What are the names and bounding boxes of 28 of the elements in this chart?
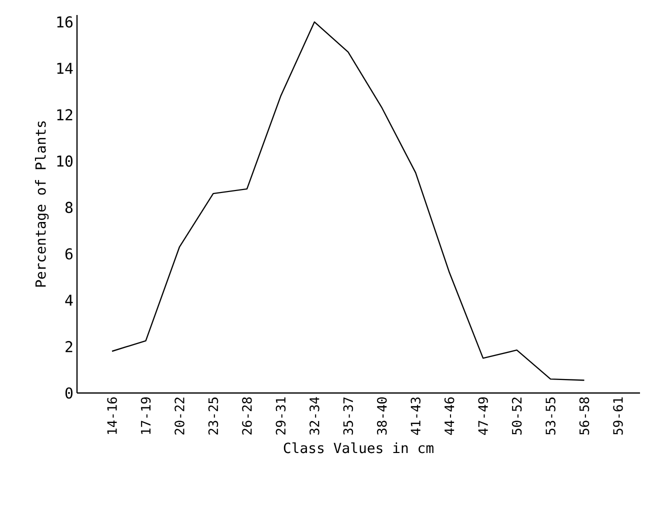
x-axis-title: Class Values in cm xyxy=(284,442,434,454)
y-tick-label: 10 xyxy=(57,155,73,167)
x-tick-label: 35-37 xyxy=(343,397,354,435)
x-tick-label: 29-31 xyxy=(276,397,286,435)
y-tick-label: 14 xyxy=(57,62,73,74)
x-tick-label: 50-52 xyxy=(512,398,522,435)
y-tick-label: 8 xyxy=(65,202,73,214)
x-tick-label: 23-25 xyxy=(208,398,218,435)
x-tick-label: 32-34 xyxy=(310,397,320,435)
y-tick-label: 2 xyxy=(66,341,72,352)
x-tick-label: 38-40 xyxy=(376,397,387,435)
x-tick-label: 41-43 xyxy=(410,397,421,435)
x-tick-label: 59-61 xyxy=(613,397,623,435)
y-axis-title: Percentage of Plants xyxy=(34,121,49,287)
x-tick-label: 53-55 xyxy=(546,398,556,435)
line-series xyxy=(111,21,585,381)
x-tick-label: 56-58 xyxy=(579,397,590,435)
x-tick-label: 47-49 xyxy=(478,397,488,435)
y-tick-label: 6 xyxy=(65,248,73,260)
y-tick-label: 0 xyxy=(65,387,73,399)
y-tick-label: 16 xyxy=(57,16,73,28)
x-tick-label: 14-16 xyxy=(107,397,117,434)
x-tick-label: 44-46 xyxy=(444,397,454,435)
x-tick-label: 26-28 xyxy=(242,397,252,435)
x-tick-label: 20-22 xyxy=(174,398,184,435)
y-tick-label: 4 xyxy=(65,294,73,306)
x-tick-label: 17-19 xyxy=(140,397,151,434)
y-tick-label: 12 xyxy=(57,109,72,120)
